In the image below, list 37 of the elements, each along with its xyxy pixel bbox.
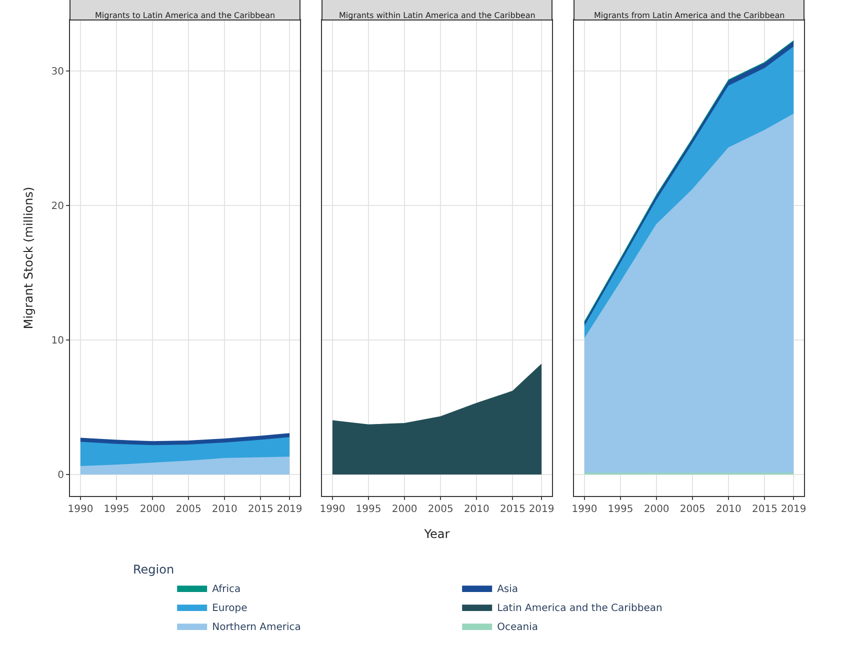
x-tick-label: 2019 xyxy=(780,504,806,515)
x-tick-label: 1990 xyxy=(68,504,94,515)
x-tick-label: 2005 xyxy=(176,504,202,515)
x-tick-label: 2015 xyxy=(752,504,778,515)
x-tick-label: 1995 xyxy=(608,504,634,515)
x-tick-label: 2019 xyxy=(276,504,302,515)
x-tick-label: 2000 xyxy=(392,504,418,515)
y-tick-label: 20 xyxy=(51,201,64,212)
legend-label: Oceania xyxy=(497,622,538,633)
legend-label: Europe xyxy=(212,602,248,614)
chart-title: Migrants to Latin America and the Caribbean xyxy=(95,11,276,20)
x-tick-label: 2019 xyxy=(528,504,554,515)
x-tick-label: 1990 xyxy=(320,504,346,515)
x-tick-label: 2000 xyxy=(644,504,670,515)
y-tick-label: 30 xyxy=(51,66,64,78)
x-axis-title: Year xyxy=(423,526,450,541)
x-tick-label: 2010 xyxy=(716,504,742,515)
y-tick-label: 10 xyxy=(51,336,64,347)
legend-title: Region xyxy=(133,562,174,576)
x-tick-label: 2015 xyxy=(248,504,274,515)
chart-title: Migrants from Latin America and the Caribbean xyxy=(594,11,785,20)
x-tick-label: 2005 xyxy=(428,504,454,515)
x-tick-label: 1990 xyxy=(572,504,598,515)
legend-label: Northern America xyxy=(212,622,301,633)
legend-label: Latin America and the Caribbean xyxy=(497,602,662,614)
legend-label: Africa xyxy=(212,584,241,595)
x-tick-label: 2000 xyxy=(140,504,166,515)
legend-label: Asia xyxy=(497,584,518,595)
y-tick-label: 0 xyxy=(58,470,64,481)
x-tick-label: 2005 xyxy=(680,504,706,515)
x-tick-label: 1995 xyxy=(356,504,382,515)
chart-title: Migrants within Latin America and the Caribbean xyxy=(339,11,536,20)
x-tick-label: 1995 xyxy=(104,504,130,515)
y-axis-title: Migrant Stock (millions) xyxy=(22,186,36,330)
x-tick-label: 2010 xyxy=(464,504,490,515)
x-tick-label: 2010 xyxy=(212,504,238,515)
x-tick-label: 2015 xyxy=(500,504,526,515)
